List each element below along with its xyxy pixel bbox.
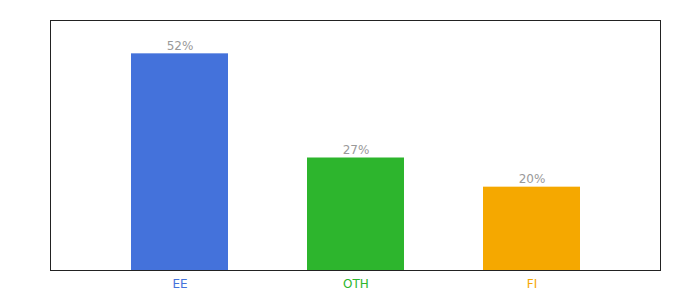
svg-text:FI: FI [527,277,537,291]
svg-text:20%: 20% [519,172,546,186]
svg-text:EE: EE [172,277,187,291]
svg-text:27%: 27% [343,143,370,157]
svg-text:OTH: OTH [343,277,369,291]
svg-text:52%: 52% [167,39,194,53]
